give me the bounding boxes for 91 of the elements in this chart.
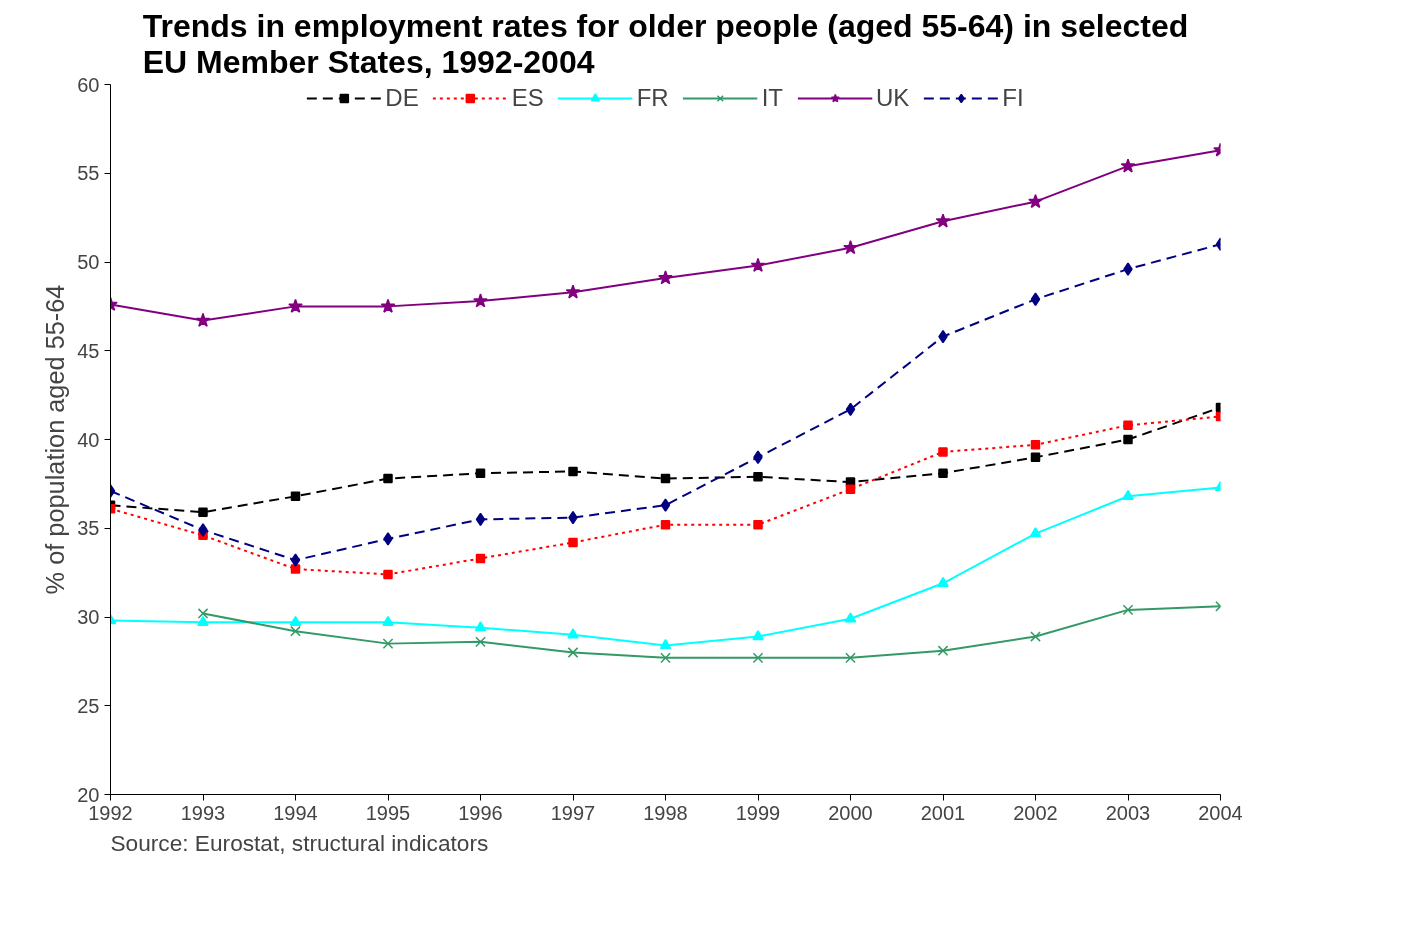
point [937, 576, 949, 587]
point [844, 612, 857, 623]
point [197, 615, 209, 626]
x-tick-label: 2002 [1013, 801, 1058, 824]
point [383, 473, 393, 484]
point [197, 608, 209, 619]
point [565, 284, 581, 299]
point [475, 468, 486, 478]
point [568, 466, 578, 477]
point [1120, 158, 1136, 173]
x-tick-label: 2001 [920, 801, 966, 824]
y-tick-label: 45 [77, 339, 100, 362]
point [1122, 489, 1134, 500]
legend-label: UK [876, 84, 910, 112]
point [658, 270, 673, 285]
point [382, 615, 394, 626]
point [660, 498, 671, 512]
x-tick-label: 2004 [1198, 801, 1243, 824]
x-tick-label: 2003 [1105, 801, 1151, 824]
point [198, 523, 208, 537]
y-tick-label: 60 [77, 73, 100, 96]
point [198, 507, 208, 518]
point [475, 512, 486, 527]
point [475, 553, 486, 564]
point [753, 472, 763, 482]
y-tick-label: 40 [77, 428, 100, 451]
point [660, 519, 671, 530]
point [383, 532, 393, 546]
point [380, 298, 396, 313]
point [290, 553, 301, 567]
x-tick-label: 1999 [735, 801, 781, 824]
point [938, 447, 948, 457]
point [660, 473, 671, 484]
x-tick-label: 1996 [458, 801, 503, 824]
point [752, 652, 764, 664]
x-tick-label: 1993 [180, 801, 226, 824]
chart-title: Trends in employment rates for older people (aged 55-64) in selected EU Member States, 1992-2004 [142, 7, 1189, 80]
point [1123, 434, 1133, 445]
point [753, 519, 763, 530]
point [1030, 452, 1041, 462]
point [473, 293, 488, 308]
point [1123, 262, 1133, 276]
x-tick-label: 1995 [365, 801, 411, 824]
legend-label: ES [511, 84, 544, 112]
x-tick-label: 2000 [828, 801, 873, 824]
y-tick-label: 30 [77, 606, 100, 628]
legend-label: FR [636, 84, 669, 112]
point [1030, 292, 1041, 307]
point [845, 484, 856, 494]
y-axis-title: % of population aged 55-64 [41, 284, 70, 595]
point [1030, 631, 1041, 642]
legend-label: DE [385, 84, 419, 112]
point [474, 621, 487, 632]
point [382, 638, 394, 649]
point [1123, 420, 1133, 431]
point [845, 402, 856, 417]
point [659, 638, 672, 650]
x-tick-label: 1998 [643, 801, 688, 824]
point [288, 298, 303, 313]
point [195, 312, 211, 327]
point [290, 625, 301, 637]
y-tick-label: 50 [77, 251, 100, 273]
point [475, 636, 486, 648]
x-tick-label: 1997 [550, 801, 596, 824]
y-tick-label: 55 [77, 162, 100, 185]
point [660, 652, 671, 664]
point [753, 450, 763, 464]
point [289, 615, 302, 626]
point [752, 630, 764, 641]
point [750, 257, 766, 272]
point [938, 468, 948, 478]
point [567, 647, 579, 658]
point [1122, 604, 1134, 616]
point [937, 645, 949, 657]
point [1029, 527, 1042, 538]
y-tick-label: 35 [77, 517, 100, 540]
y-tick-label: 25 [77, 694, 100, 717]
point [935, 213, 951, 228]
legend-label: FI [1002, 84, 1024, 112]
point [290, 564, 301, 574]
source-note: Source: Eurostat, structural indicators [110, 829, 489, 856]
point [843, 240, 858, 255]
x-tick-label: 1994 [273, 801, 318, 824]
point [290, 491, 301, 502]
point [845, 652, 856, 664]
point [383, 569, 393, 580]
point [1028, 193, 1043, 209]
legend-label: IT [761, 84, 784, 112]
point [567, 628, 579, 639]
point [568, 537, 578, 548]
point [1030, 440, 1041, 450]
